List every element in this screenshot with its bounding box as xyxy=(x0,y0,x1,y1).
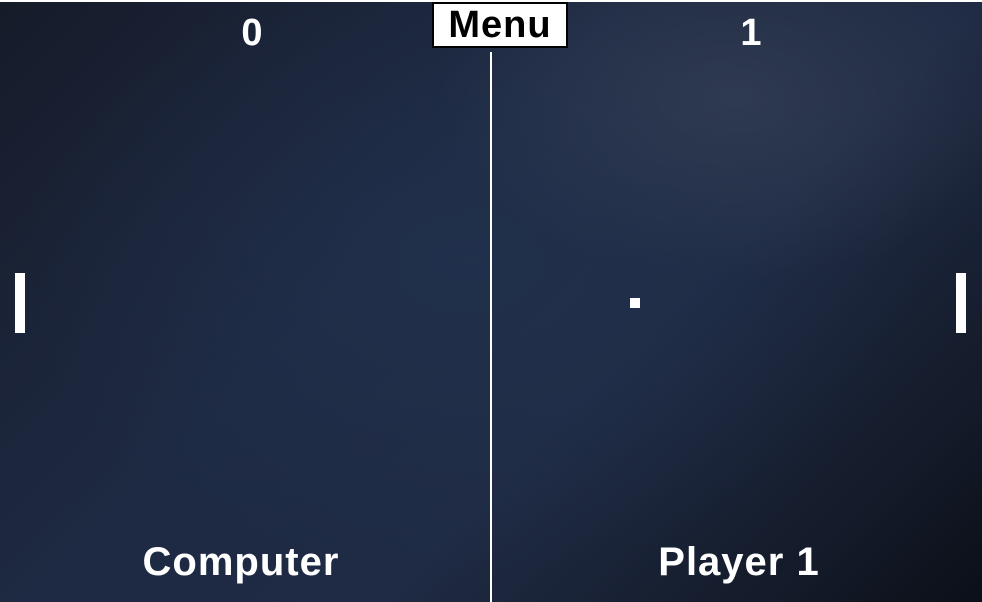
computer-score: 0 xyxy=(241,12,263,54)
player-score: 1 xyxy=(740,12,762,54)
center-net-line xyxy=(490,52,492,602)
computer-paddle xyxy=(15,273,25,333)
player-paddle[interactable] xyxy=(956,273,966,333)
menu-button[interactable]: Menu xyxy=(432,2,568,48)
computer-name-label: Computer xyxy=(142,540,340,584)
player-name-label: Player 1 xyxy=(658,540,820,584)
ball xyxy=(630,298,640,308)
